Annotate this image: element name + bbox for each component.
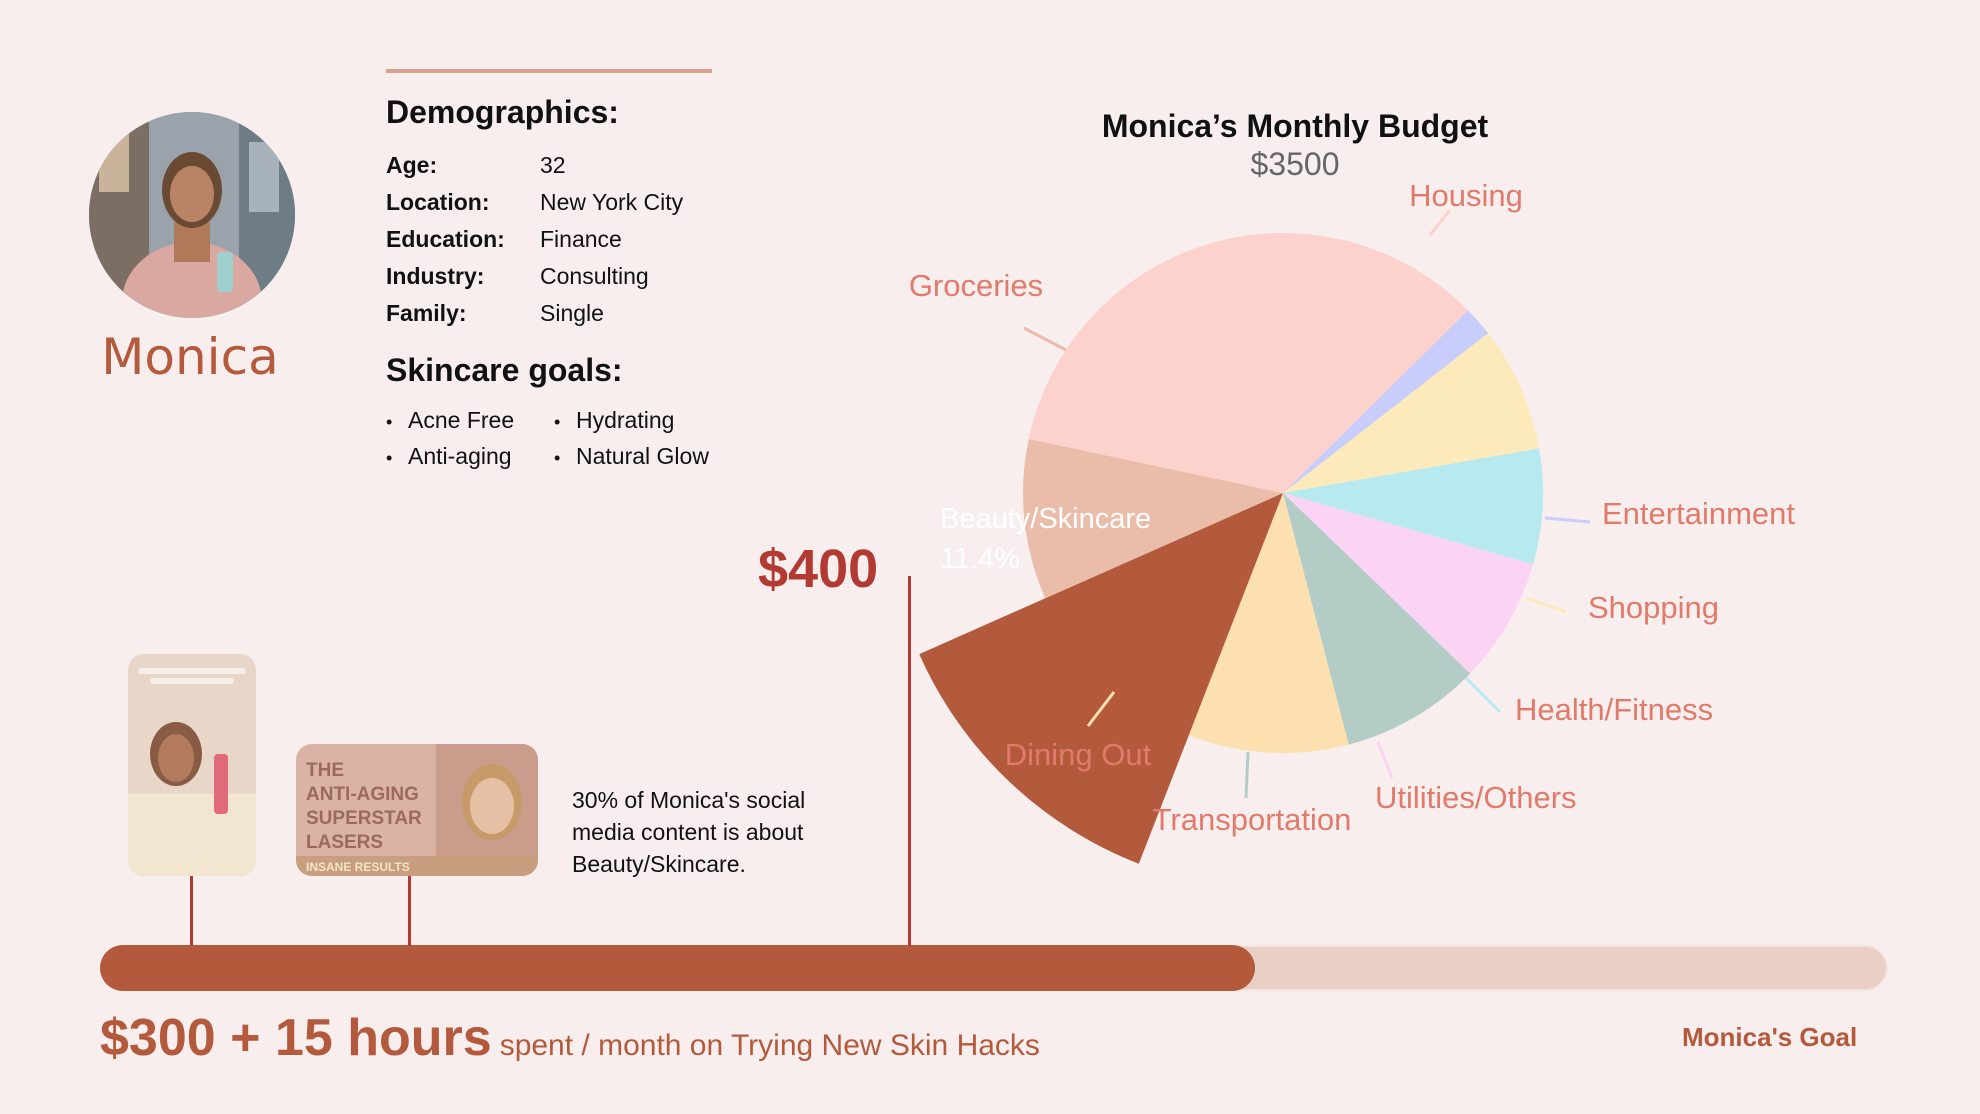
skincare-goals-heading: Skincare goals: (386, 352, 623, 388)
demo-label: Family: (386, 300, 467, 326)
slice-label: Utilities/Others (1375, 780, 1577, 815)
thumb-text: ANTI-AGING (306, 784, 419, 805)
thumb-text: LASERS (306, 832, 383, 853)
goal-label: Monica's Goal (1682, 1022, 1858, 1052)
pie-slice-groceries (1023, 438, 1283, 599)
slice-label: Shopping (1588, 590, 1719, 625)
video-thumbnail-image: THE ANTI-AGING SUPERSTAR LASERS INSANE R… (296, 744, 538, 876)
pie-slice-entertainment (1283, 310, 1489, 493)
video-thumbnail[interactable]: THE ANTI-AGING SUPERSTAR LASERS INSANE R… (296, 744, 538, 876)
leader-line (1086, 691, 1116, 727)
leader-line (1544, 516, 1591, 524)
demo-value: 32 (540, 152, 566, 178)
pie-slice-beauty-skincare (919, 493, 1283, 864)
goal-item: Acne Free (386, 407, 514, 434)
demo-label: Industry: (386, 263, 485, 289)
demo-value: Consulting (540, 263, 649, 289)
pie-slice-shopping (1283, 333, 1540, 493)
leader-line (1525, 596, 1567, 614)
demo-value: Finance (540, 226, 622, 252)
pie-slice-transportation (1283, 493, 1471, 745)
goal-item: Hydrating (554, 407, 674, 434)
leader-line (1244, 751, 1250, 799)
pie-slice-utilities-others (1283, 493, 1534, 674)
chart-total: $3500 (1250, 146, 1340, 182)
demo-value: Single (540, 300, 604, 326)
goal-item: Anti-aging (386, 443, 512, 470)
slice-label: Groceries (909, 268, 1043, 303)
marker-stem (190, 876, 193, 946)
leader-line (1023, 326, 1067, 352)
spend-summary: $300 + 15 hours spent / month on Trying N… (100, 1008, 1040, 1068)
pie-slice-dining-out (1188, 493, 1349, 753)
leader-line (1376, 741, 1394, 779)
thumb-text: SUPERSTAR (306, 808, 422, 829)
thumb-text: THE (306, 760, 344, 781)
video-thumbnail[interactable] (128, 654, 256, 876)
leader-line (1428, 209, 1452, 236)
marker-stem (408, 876, 411, 946)
social-media-note: 30% of Monica's social media content is … (572, 787, 806, 877)
slice-label: Dining Out (1005, 737, 1152, 772)
slice-label: Housing (1409, 178, 1523, 213)
demo-value: New York City (540, 189, 684, 215)
pie-slice-housing (1028, 233, 1469, 493)
chart-title: Monica’s Monthly Budget (1101, 108, 1489, 144)
slice-label: Entertainment (1602, 496, 1795, 531)
goal-item: Natural Glow (554, 443, 709, 470)
slice-label-beauty: Beauty/Skincare (940, 503, 1151, 535)
beauty-amount: $400 (758, 539, 879, 599)
demographics-heading: Demographics: (386, 94, 619, 130)
slice-label: Health/Fitness (1515, 692, 1713, 727)
pie-slice-health-fitness (1283, 448, 1543, 565)
leader-line (1464, 676, 1502, 714)
slice-label: Transportation (1153, 802, 1352, 837)
video-thumbnail-image (128, 654, 256, 876)
divider (386, 69, 712, 73)
spend-amount: $300 + 15 hours (100, 1009, 492, 1067)
marker-stem (908, 576, 911, 946)
demo-label: Education: (386, 226, 505, 252)
thumb-footer: INSANE RESULTS (306, 860, 410, 874)
demo-label: Location: (386, 189, 490, 215)
persona-name: Monica (101, 328, 279, 386)
demo-label: Age: (386, 152, 438, 178)
slice-percent-beauty: 11.4% (940, 543, 1020, 575)
spend-description: spent / month on Trying New Skin Hacks (499, 1029, 1040, 1062)
progress-fill (100, 945, 1256, 991)
